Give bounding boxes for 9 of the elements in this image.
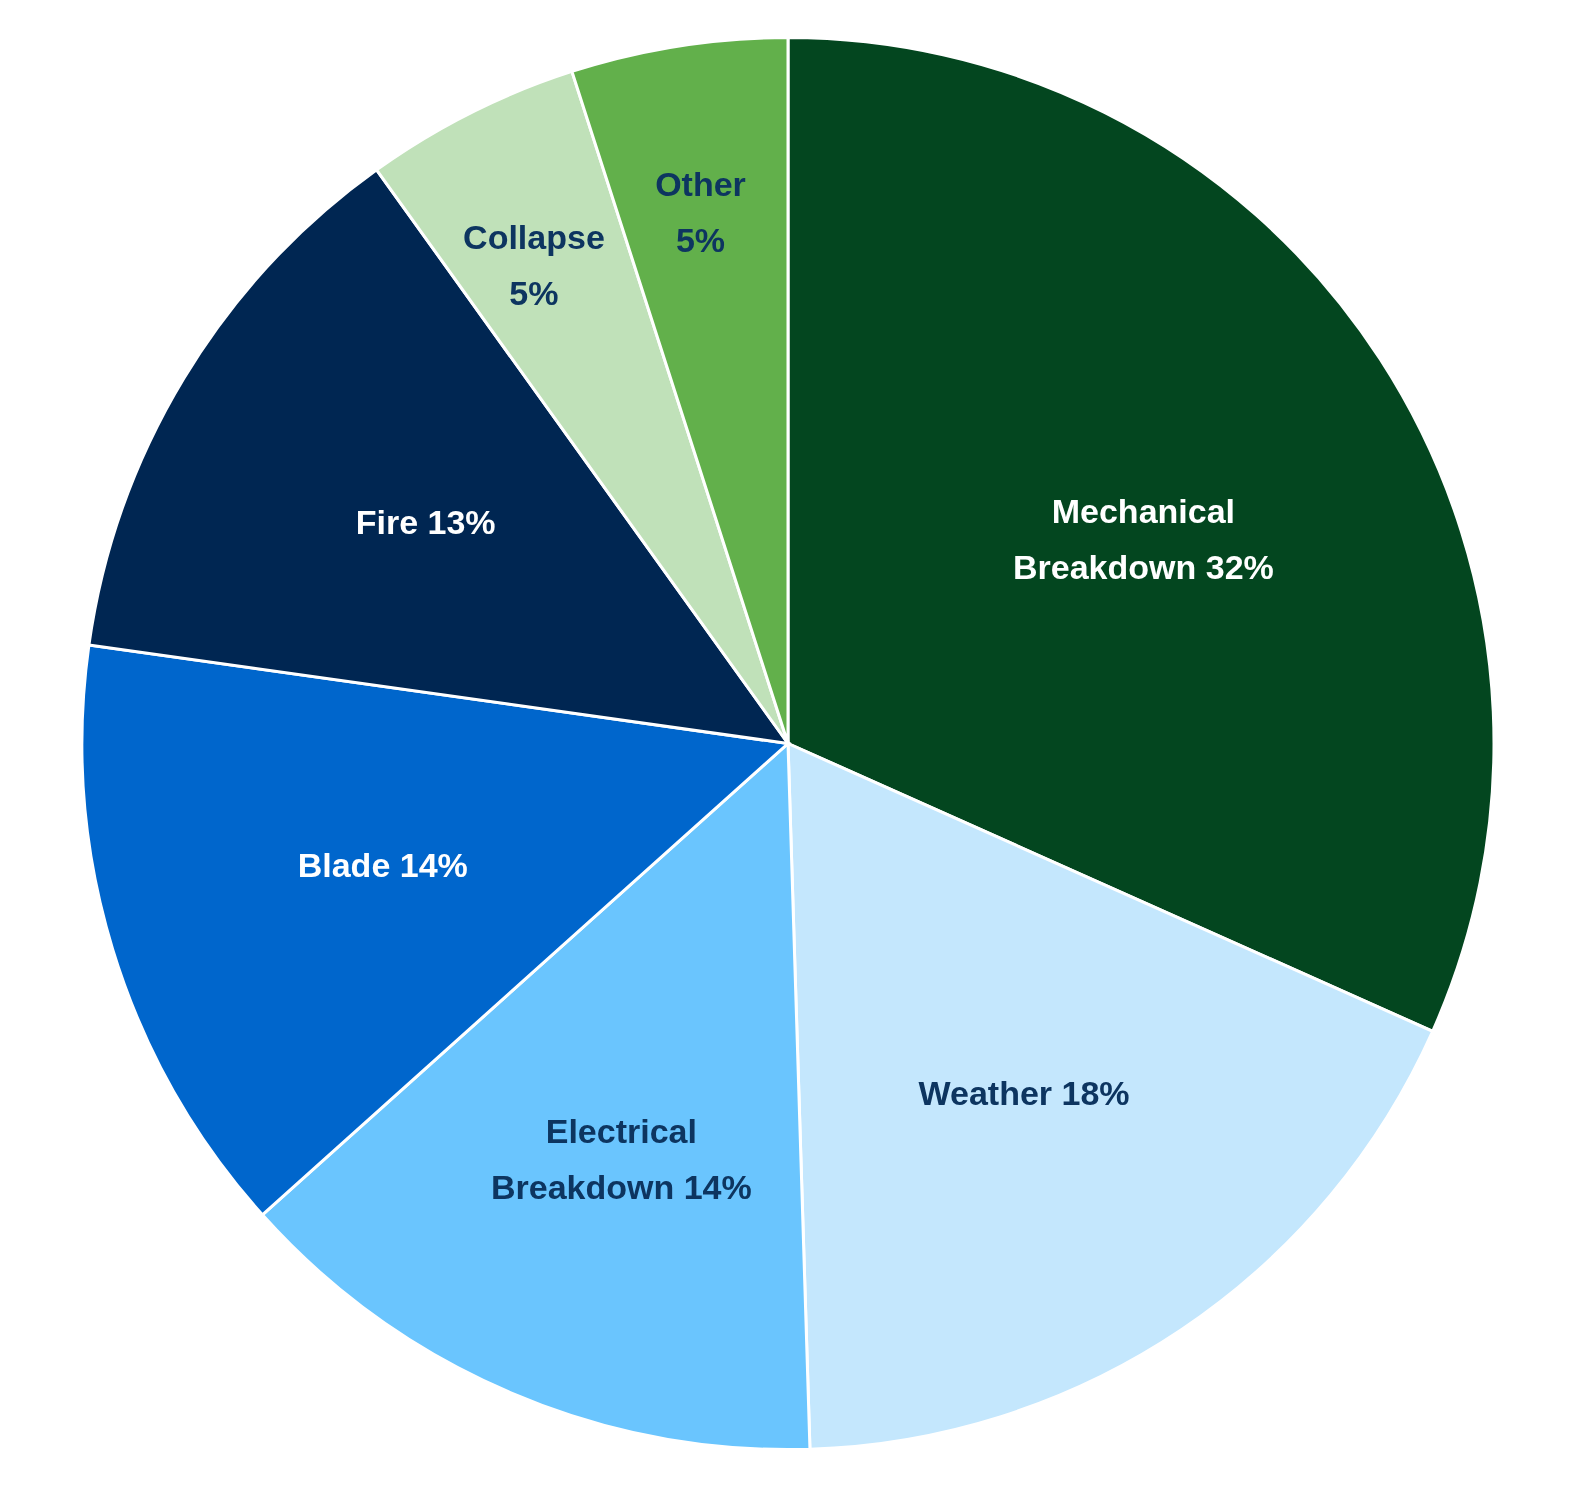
data-label: 5% bbox=[675, 220, 726, 259]
slice-label: Fire 13% bbox=[355, 503, 496, 542]
slice-label: Electrical Breakdown 14% bbox=[490, 1111, 752, 1206]
slice-label: Weather 18% bbox=[918, 1074, 1130, 1113]
slice-label: Collapse bbox=[463, 218, 605, 257]
slice-label: Mechanical Breakdown 32% bbox=[1013, 491, 1274, 586]
slice-label: Blade 14% bbox=[297, 845, 468, 884]
slice-label: Other bbox=[655, 164, 746, 203]
data-label: 5% bbox=[509, 274, 559, 313]
